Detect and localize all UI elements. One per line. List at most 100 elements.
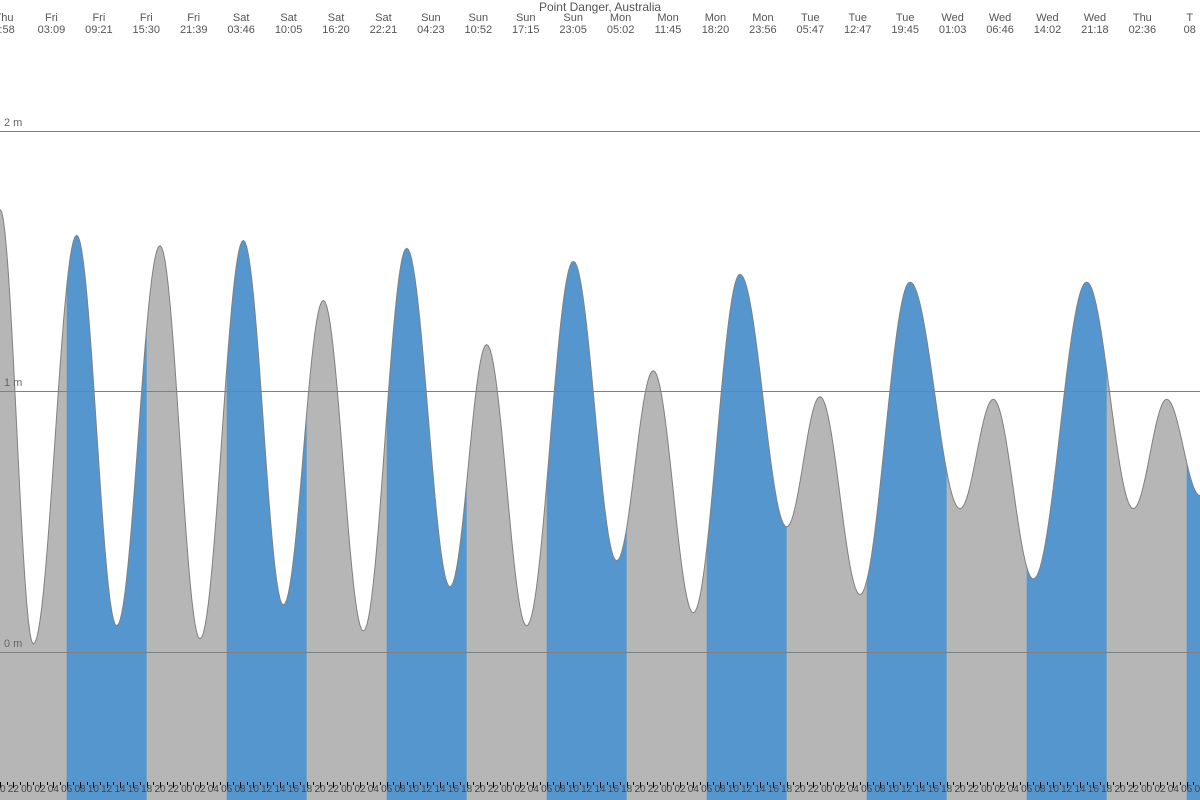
x-tick-label: 08: [74, 784, 85, 795]
x-tick-label: 02: [514, 784, 525, 795]
x-tick-label: 04: [48, 784, 59, 795]
x-tick-label: 10: [248, 784, 259, 795]
tide-curve: [0, 0, 1200, 800]
x-tick-label: 14: [914, 784, 925, 795]
x-tick-label: 06: [861, 784, 872, 795]
x-tick-label: 20: [314, 784, 325, 795]
x-tick-label: 02: [34, 784, 45, 795]
x-tick-label: 12: [261, 784, 272, 795]
x-tick-label: 04: [1008, 784, 1019, 795]
x-tick-label: 18: [461, 784, 472, 795]
x-tick-label: 00: [821, 784, 832, 795]
x-tick-label: 18: [301, 784, 312, 795]
gridline-label: 2 m: [4, 117, 22, 129]
day-band: [67, 0, 147, 800]
x-tick-label: 08: [1034, 784, 1045, 795]
x-tick-label: 10: [888, 784, 899, 795]
x-tick-label: 00: [661, 784, 672, 795]
x-tick-label: 04: [528, 784, 539, 795]
x-tick-label: 22: [808, 784, 819, 795]
x-tick-label: 02: [1154, 784, 1165, 795]
x-tick-label: 08: [1194, 784, 1200, 795]
x-tick-label: 20: [1114, 784, 1125, 795]
x-tick-label: 14: [274, 784, 285, 795]
x-tick-label: 14: [114, 784, 125, 795]
day-band: [707, 0, 787, 800]
x-tick-label: 10: [408, 784, 419, 795]
x-tick-label: 08: [874, 784, 885, 795]
x-tick-label: 12: [101, 784, 112, 795]
x-tick-label: 14: [434, 784, 445, 795]
x-tick-label: 16: [128, 784, 139, 795]
x-tick-label: 20: [794, 784, 805, 795]
x-tick-label: 10: [88, 784, 99, 795]
x-tick-label: 10: [568, 784, 579, 795]
gridline: [0, 391, 1200, 392]
x-tick-label: 12: [581, 784, 592, 795]
x-tick-label: 08: [394, 784, 405, 795]
x-tick-label: 16: [608, 784, 619, 795]
x-tick-label: 04: [368, 784, 379, 795]
x-tick-label: 04: [688, 784, 699, 795]
x-tick-label: 00: [181, 784, 192, 795]
x-tick-label: 20: [634, 784, 645, 795]
x-tick-label: 16: [768, 784, 779, 795]
x-tick-label: 06: [1021, 784, 1032, 795]
x-tick-label: 18: [141, 784, 152, 795]
x-tick-label: 14: [1074, 784, 1085, 795]
x-tick-label: 22: [488, 784, 499, 795]
x-tick-label: 22: [648, 784, 659, 795]
x-tick-label: 06: [541, 784, 552, 795]
x-tick-label: 04: [208, 784, 219, 795]
tide-chart: Point Danger, Australia Thu0:58Fri03:09F…: [0, 0, 1200, 800]
x-tick-label: 10: [1048, 784, 1059, 795]
x-tick-label: 12: [1061, 784, 1072, 795]
x-tick-label: 22: [168, 784, 179, 795]
x-tick-label: 00: [21, 784, 32, 795]
x-tick-label: 12: [901, 784, 912, 795]
x-tick-label: 08: [714, 784, 725, 795]
x-tick-label: 08: [234, 784, 245, 795]
day-band: [1027, 0, 1107, 800]
x-tick-label: 14: [754, 784, 765, 795]
x-tick-label: 16: [288, 784, 299, 795]
gridline-label: 0 m: [4, 638, 22, 650]
x-tick-label: 02: [194, 784, 205, 795]
x-tick-label: 00: [501, 784, 512, 795]
x-tick-label: 22: [328, 784, 339, 795]
day-band: [547, 0, 627, 800]
x-tick-label: 16: [928, 784, 939, 795]
x-tick-label: 06: [701, 784, 712, 795]
x-tick-label: 06: [221, 784, 232, 795]
x-tick-label: 18: [941, 784, 952, 795]
x-tick-label: 00: [1141, 784, 1152, 795]
x-tick-label: 20: [954, 784, 965, 795]
x-tick-label: 06: [381, 784, 392, 795]
gridline-label: 1 m: [4, 377, 22, 389]
x-tick-label: 18: [781, 784, 792, 795]
x-tick-label: 16: [1088, 784, 1099, 795]
x-tick-label: 20: [154, 784, 165, 795]
x-tick-label: 02: [674, 784, 685, 795]
x-tick-label: 22: [8, 784, 19, 795]
x-tick-label: 22: [968, 784, 979, 795]
x-tick-label: 18: [1101, 784, 1112, 795]
x-tick-label: 00: [981, 784, 992, 795]
x-tick-label: 04: [848, 784, 859, 795]
x-tick-label: 08: [554, 784, 565, 795]
x-tick-label: 14: [594, 784, 605, 795]
x-tick-label: 10: [728, 784, 739, 795]
gridline: [0, 131, 1200, 132]
day-band: [227, 0, 307, 800]
x-tick-label: 06: [61, 784, 72, 795]
x-tick-label: 02: [354, 784, 365, 795]
gridline: [0, 652, 1200, 653]
x-tick-label: 20: [474, 784, 485, 795]
x-tick-label: 22: [1128, 784, 1139, 795]
x-tick-label: 02: [994, 784, 1005, 795]
x-tick-label: 12: [741, 784, 752, 795]
x-tick-label: 02: [834, 784, 845, 795]
x-tick-label: 00: [341, 784, 352, 795]
day-band: [1187, 0, 1200, 800]
x-tick-label: 06: [1181, 784, 1192, 795]
